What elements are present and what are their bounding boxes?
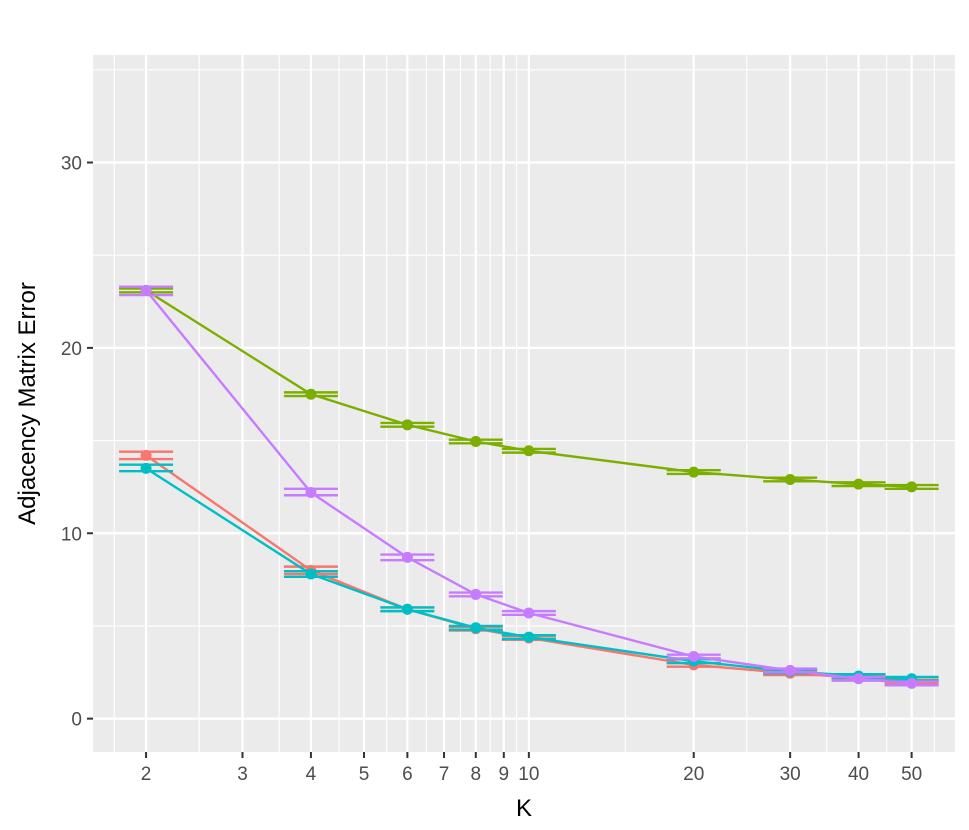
x-tick-label: 4 — [306, 764, 317, 785]
data-point — [906, 481, 918, 493]
x-tick-label: 8 — [470, 764, 481, 785]
x-tick-label: 7 — [439, 764, 450, 785]
data-point — [401, 603, 413, 615]
y-tick-label: 10 — [61, 524, 82, 545]
x-tick-label: 9 — [499, 764, 510, 785]
y-axis-title: Adjacency Matrix Error — [14, 282, 41, 525]
data-point — [401, 419, 413, 431]
data-point — [305, 486, 317, 498]
data-point — [688, 466, 700, 478]
x-tick-labels: 2 3 4 5 6 7 8 9 10 20 30 40 50 — [141, 764, 922, 785]
data-point — [853, 478, 865, 490]
y-tick-labels: 0 10 20 30 — [61, 154, 82, 731]
data-point — [305, 388, 317, 400]
data-point — [140, 462, 152, 474]
axis-ticks — [87, 161, 913, 758]
data-point — [140, 449, 152, 461]
y-tick-label: 0 — [71, 710, 82, 731]
x-tick-label: 2 — [141, 764, 152, 785]
data-point — [523, 631, 535, 643]
x-tick-label: 3 — [237, 764, 248, 785]
data-point — [688, 651, 700, 663]
data-point — [470, 436, 482, 448]
major-gridlines — [93, 55, 955, 752]
x-tick-label: 30 — [780, 764, 801, 785]
data-point — [784, 664, 796, 676]
minor-gridlines — [93, 55, 955, 752]
x-tick-label: 20 — [683, 764, 704, 785]
series-4 — [119, 284, 939, 689]
x-tick-label: 40 — [848, 764, 869, 785]
data-point — [470, 622, 482, 634]
data-point — [906, 677, 918, 689]
panel-background — [93, 55, 955, 752]
y-tick-label: 30 — [61, 154, 82, 175]
data-point — [853, 673, 865, 685]
x-tick-label: 10 — [518, 764, 539, 785]
data-point — [784, 474, 796, 486]
data-point — [401, 551, 413, 563]
x-tick-label: 5 — [359, 764, 370, 785]
x-tick-label: 6 — [402, 764, 413, 785]
y-tick-label: 20 — [61, 339, 82, 360]
x-axis-title: K — [516, 795, 532, 822]
x-tick-label: 50 — [901, 764, 922, 785]
data-point — [523, 445, 535, 457]
data-point — [140, 284, 152, 296]
series-2 — [119, 284, 939, 493]
series-layer — [119, 284, 939, 689]
data-point — [523, 607, 535, 619]
data-point — [305, 568, 317, 580]
data-point — [470, 588, 482, 600]
